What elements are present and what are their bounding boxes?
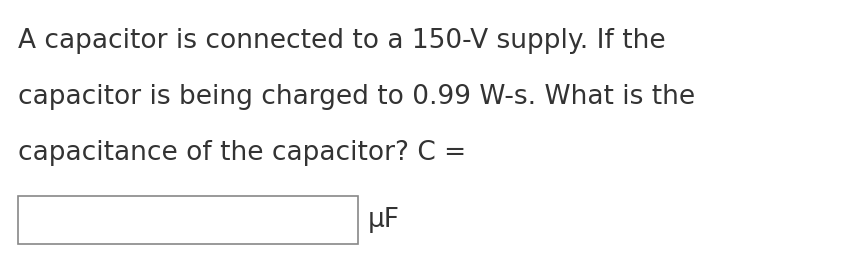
Text: μF: μF [367, 207, 400, 233]
Text: capacitance of the capacitor? C =: capacitance of the capacitor? C = [18, 140, 465, 166]
Bar [18, 196, 358, 244]
Text: A capacitor is connected to a 150-V supply. If the: A capacitor is connected to a 150-V supp… [18, 28, 665, 54]
Text: capacitor is being charged to 0.99 W-s. What is the: capacitor is being charged to 0.99 W-s. … [18, 84, 694, 110]
